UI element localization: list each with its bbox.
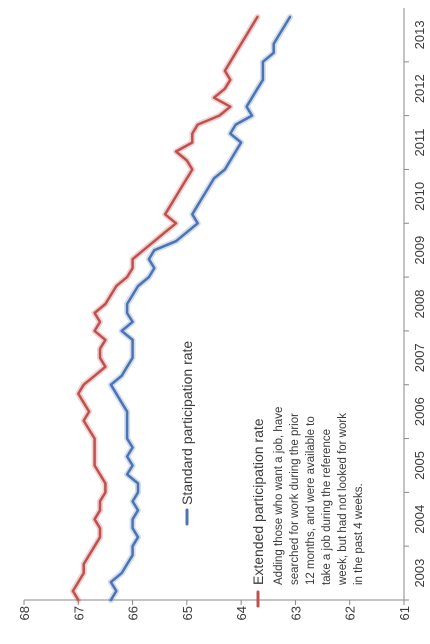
time-tick-label: 2006 <box>412 397 427 426</box>
series-line-extended <box>71 15 259 602</box>
time-tick-label: 2011 <box>412 129 427 157</box>
legend: Standard participation rate Extended par… <box>179 341 365 608</box>
time-tick-label: 2010 <box>412 182 427 211</box>
value-tick-label: 62 <box>343 606 358 620</box>
legend-label-standard: Standard participation rate <box>179 341 195 505</box>
time-tick-label: 2005 <box>412 451 427 480</box>
value-axis-ticks: 68 67 66 65 64 63 62 61 <box>17 600 412 620</box>
time-tick-label: 2003 <box>412 559 427 588</box>
value-tick-label: 66 <box>126 606 141 620</box>
axes <box>24 8 405 601</box>
legend-annotation: Adding those who want a job, have search… <box>273 403 365 586</box>
value-tick-label: 65 <box>180 606 195 620</box>
series-layer <box>69 14 293 603</box>
legend-label-extended: Extended participation rate <box>250 418 266 585</box>
time-tick-label: 2008 <box>412 290 427 319</box>
value-tick-label: 64 <box>234 606 249 620</box>
time-axis-ticks: 2003 2004 2005 2006 2007 2008 2009 2010 2011 2012… <box>404 20 427 601</box>
time-tick-label: 2013 <box>412 20 427 49</box>
time-tick-label: 2004 <box>412 505 427 534</box>
time-tick-label: 2012 <box>412 74 427 103</box>
time-tick-label: 2007 <box>412 343 427 372</box>
value-tick-label: 68 <box>17 606 32 620</box>
value-tick-label: 63 <box>288 606 303 620</box>
time-tick-label: 2009 <box>412 236 427 265</box>
value-tick-label: 61 <box>397 606 412 620</box>
value-tick-label: 67 <box>71 606 86 620</box>
series-line-standard <box>109 15 292 602</box>
